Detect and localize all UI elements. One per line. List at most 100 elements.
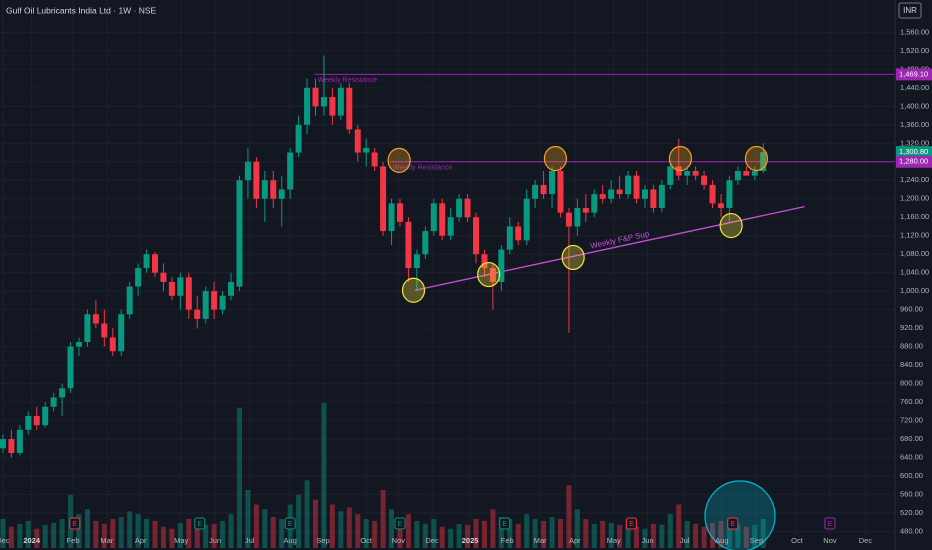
x-tick-label: Apr <box>569 536 581 545</box>
volume-bar <box>693 523 699 548</box>
event-label: E <box>197 521 202 528</box>
marker-circle <box>744 145 769 172</box>
y-tick-label: 680.00 <box>900 434 923 443</box>
candle-body <box>270 180 277 199</box>
candle-body <box>194 309 201 319</box>
event-marker <box>499 517 511 530</box>
x-tick-label: Aug <box>283 536 296 545</box>
candle-body <box>50 397 57 407</box>
volume-bar <box>726 519 732 548</box>
candle-body <box>405 221 412 269</box>
x-tick-label: Feb <box>501 536 514 545</box>
x-tick-label: Jun <box>641 536 653 545</box>
candle-body <box>532 184 539 199</box>
candle-body <box>388 203 395 232</box>
marker-circle <box>719 212 743 239</box>
volume-bar <box>710 522 716 548</box>
volume-bar <box>372 520 378 548</box>
y-tick-label: 1,400.00 <box>900 101 929 110</box>
volume-bar <box>186 519 192 548</box>
y-tick-label: 720.00 <box>900 416 923 425</box>
volume-bar <box>456 523 462 548</box>
x-tick-label: Sep <box>316 536 329 545</box>
volume-bar <box>338 511 344 548</box>
candle-body <box>211 291 218 310</box>
y-tick-label: 1,240.00 <box>900 175 929 184</box>
volume-bar <box>34 528 40 548</box>
volume-bar <box>0 519 6 548</box>
volume-bar <box>389 509 395 548</box>
level-label: Weekly Resistance <box>393 165 453 172</box>
candle-body <box>616 189 623 195</box>
axis-background <box>895 0 932 550</box>
candle-body <box>692 171 699 176</box>
x-tick-label: Oct <box>791 536 804 545</box>
volume-bar <box>253 504 259 548</box>
candle-body <box>337 87 344 116</box>
x-tick-label: May <box>174 536 188 545</box>
candle-body <box>278 189 285 199</box>
currency: INR <box>903 6 917 15</box>
volume-bar <box>127 511 133 548</box>
volume-bar <box>524 514 530 548</box>
price-label: 1,469.10 <box>899 69 928 78</box>
y-tick-label: 560.00 <box>900 490 923 499</box>
y-tick-label: 760.00 <box>900 397 923 406</box>
y-tick-label: 600.00 <box>900 471 923 480</box>
candle-body <box>413 254 420 269</box>
y-tick-label: 840.00 <box>900 360 923 369</box>
candle-body <box>574 207 581 227</box>
volume-bar <box>194 526 200 548</box>
volume-bar <box>236 407 242 548</box>
volume-bar <box>101 523 107 548</box>
volume-bar <box>532 519 538 548</box>
candle-body <box>430 203 437 232</box>
candle-body <box>219 295 226 310</box>
volume-bar <box>608 522 614 548</box>
candle-body <box>261 180 268 199</box>
candle-body <box>658 184 665 208</box>
candle-body <box>481 254 488 269</box>
volume-bar <box>51 522 57 548</box>
volume-bar <box>25 520 31 548</box>
volume-bar <box>203 524 209 548</box>
x-tick-label: Jul <box>245 536 255 545</box>
candle-body <box>717 203 724 208</box>
candle-body <box>363 147 370 153</box>
x-tick-label: Aug <box>715 536 728 545</box>
volume-bar <box>76 514 82 548</box>
volume-bar <box>625 519 631 548</box>
currency-box[interactable] <box>898 2 922 19</box>
marker-circle <box>561 244 585 271</box>
marker-circle <box>401 277 426 303</box>
volume-bar <box>752 524 758 548</box>
candle-body <box>396 203 403 222</box>
volume-bar <box>701 526 707 548</box>
volume-bar <box>667 514 673 548</box>
volume-bar <box>541 520 547 548</box>
x-tick-label: Jul <box>680 536 690 545</box>
candle-body <box>67 346 74 389</box>
highlight-circle <box>704 480 776 550</box>
volume-bar <box>743 526 749 548</box>
event-label: E <box>730 521 735 528</box>
event-marker <box>824 517 836 530</box>
candle-body <box>608 189 615 199</box>
volume-bar <box>245 490 251 548</box>
volume-bar <box>321 403 327 548</box>
volume-bar <box>465 524 471 548</box>
candle-body <box>684 171 691 176</box>
volume-bar <box>160 526 166 548</box>
candle-body <box>701 175 708 185</box>
volume-bar <box>405 514 411 548</box>
marker-circle <box>543 145 568 172</box>
candle-body <box>709 184 716 204</box>
y-tick-label: 1,000.00 <box>900 286 929 295</box>
event-label: E <box>828 521 833 528</box>
candle-body <box>734 171 741 181</box>
candle-body <box>304 87 311 125</box>
y-tick-label: 1,160.00 <box>900 212 929 221</box>
volume-bar <box>431 519 437 548</box>
y-tick-label: 920.00 <box>900 323 923 332</box>
